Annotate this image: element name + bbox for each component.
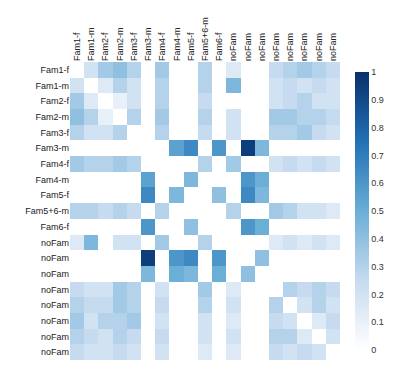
svg-text:noFam: noFam bbox=[41, 253, 69, 263]
svg-text:noFam: noFam bbox=[41, 238, 69, 248]
svg-text:0.1: 0.1 bbox=[371, 317, 384, 327]
svg-text:noFam: noFam bbox=[257, 33, 267, 61]
svg-text:noFam: noFam bbox=[41, 332, 69, 342]
svg-text:Fam3-m: Fam3-m bbox=[143, 28, 153, 62]
svg-text:Fam2-f: Fam2-f bbox=[100, 32, 110, 61]
svg-text:Fam5-f: Fam5-f bbox=[186, 32, 196, 61]
svg-text:1: 1 bbox=[371, 67, 376, 77]
svg-text:Fam5+6-m: Fam5+6-m bbox=[25, 206, 69, 216]
svg-text:noFam: noFam bbox=[285, 33, 295, 61]
svg-text:noFam: noFam bbox=[243, 33, 253, 61]
svg-text:noFam: noFam bbox=[41, 347, 69, 357]
svg-text:noFam: noFam bbox=[41, 285, 69, 295]
svg-text:0.5: 0.5 bbox=[371, 206, 384, 216]
svg-text:Fam1-f: Fam1-f bbox=[72, 32, 82, 61]
svg-text:noFam: noFam bbox=[228, 33, 238, 61]
svg-text:Fam5-f: Fam5-f bbox=[40, 190, 69, 200]
svg-text:Fam4-m: Fam4-m bbox=[36, 175, 70, 185]
svg-text:Fam1-m: Fam1-m bbox=[86, 28, 96, 62]
svg-text:noFam: noFam bbox=[41, 316, 69, 326]
svg-text:noFam: noFam bbox=[271, 33, 281, 61]
svg-text:Fam4-f: Fam4-f bbox=[40, 159, 69, 169]
svg-text:0.8: 0.8 bbox=[371, 123, 384, 133]
svg-text:Fam2-f: Fam2-f bbox=[40, 96, 69, 106]
svg-text:Fam4-m: Fam4-m bbox=[172, 28, 182, 62]
svg-text:Fam6-f: Fam6-f bbox=[214, 32, 224, 61]
svg-text:Fam4-f: Fam4-f bbox=[157, 32, 167, 61]
svg-text:Fam1-m: Fam1-m bbox=[36, 81, 70, 91]
svg-text:Fam6-f: Fam6-f bbox=[40, 222, 69, 232]
svg-text:noFam: noFam bbox=[314, 33, 324, 61]
svg-text:noFam: noFam bbox=[328, 33, 338, 61]
svg-text:0.3: 0.3 bbox=[371, 262, 384, 272]
svg-text:Fam1-f: Fam1-f bbox=[40, 65, 69, 75]
svg-text:Fam2-m: Fam2-m bbox=[36, 112, 70, 122]
svg-text:0.2: 0.2 bbox=[371, 290, 384, 300]
svg-text:Fam5+6-m: Fam5+6-m bbox=[200, 17, 210, 61]
svg-text:0.4: 0.4 bbox=[371, 234, 384, 244]
svg-text:0: 0 bbox=[371, 345, 376, 355]
svg-text:Fam2-m: Fam2-m bbox=[115, 28, 125, 62]
svg-text:noFam: noFam bbox=[41, 300, 69, 310]
svg-text:Fam3-f: Fam3-f bbox=[129, 32, 139, 61]
svg-text:Fam3-m: Fam3-m bbox=[36, 143, 70, 153]
svg-text:noFam: noFam bbox=[299, 33, 309, 61]
svg-text:0.7: 0.7 bbox=[371, 151, 384, 161]
svg-text:Fam3-f: Fam3-f bbox=[40, 128, 69, 138]
svg-text:0.9: 0.9 bbox=[371, 95, 384, 105]
svg-text:noFam: noFam bbox=[41, 269, 69, 279]
svg-text:0.6: 0.6 bbox=[371, 178, 384, 188]
